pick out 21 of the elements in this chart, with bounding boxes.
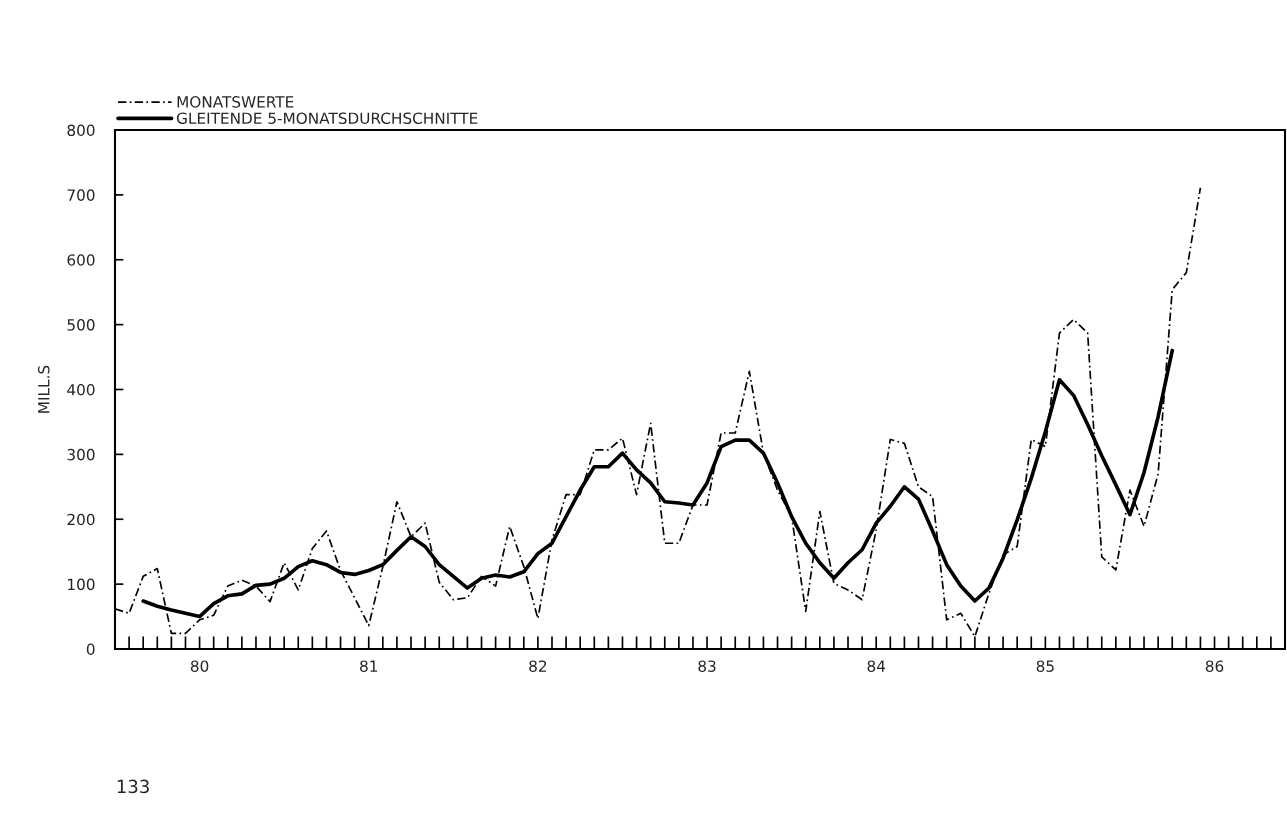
x-tick-label: 80 <box>190 660 209 672</box>
x-tick-label: 81 <box>360 660 378 672</box>
y-tick-label: 0 <box>86 643 95 656</box>
legend-label: MONATSWERTE <box>177 96 294 108</box>
x-tick-label: 86 <box>1205 660 1224 672</box>
y-tick-label: 600 <box>67 254 95 266</box>
x-tick-label: 82 <box>529 660 547 672</box>
y-tick-label: 700 <box>67 189 95 201</box>
x-tick-label: 84 <box>867 660 886 672</box>
y-tick-label: 300 <box>67 448 95 461</box>
y-tick-label: 800 <box>67 124 95 137</box>
x-tick-label: 83 <box>698 660 716 672</box>
legend-label: GLEITENDE 5-MONATSDURCHSCHNITTE <box>176 112 478 124</box>
y-tick-label: 100 <box>68 578 95 591</box>
y-tick-label: 200 <box>67 513 95 526</box>
x-tick-label: 85 <box>1036 660 1054 672</box>
text: 133 <box>117 779 149 794</box>
y-tick-label: 500 <box>67 319 95 331</box>
y-axis-title: MILL.S <box>37 365 50 413</box>
line-series <box>141 348 1175 619</box>
y-tick-label: 400 <box>67 383 95 396</box>
